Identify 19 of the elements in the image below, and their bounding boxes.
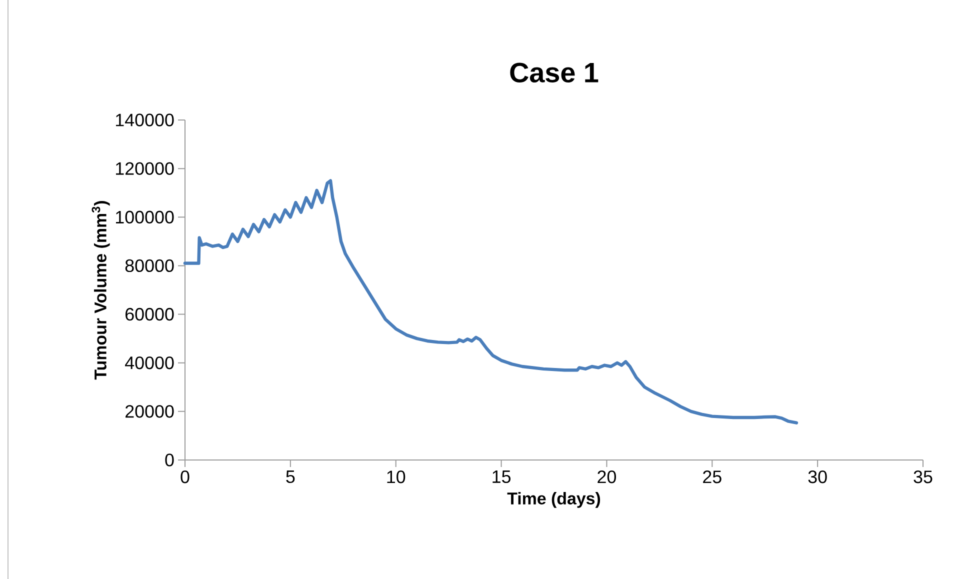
y-tick-label: 120000	[116, 162, 174, 175]
x-tick-label: 30	[808, 470, 827, 484]
x-axis-title: Time (days)	[507, 492, 600, 508]
x-tick-label: 20	[598, 470, 616, 484]
y-tick-label: 80000	[125, 259, 174, 272]
x-tick-label: 10	[387, 470, 406, 484]
y-tick-label: 100000	[116, 210, 174, 224]
x-tick-label: 5	[286, 470, 295, 484]
y-tick-label: 0	[165, 454, 174, 466]
x-tick-label: 0	[180, 470, 190, 484]
x-tick-label: 35	[914, 470, 932, 484]
chart-title: Case 1	[510, 62, 598, 82]
y-tick-label: 20000	[126, 405, 174, 418]
x-tick-label: 25	[703, 470, 722, 484]
y-tick-label: 40000	[125, 356, 174, 370]
x-tick-label: 15	[492, 470, 511, 484]
y-tick-label: 60000	[126, 308, 174, 321]
y-tick-label: 140000	[116, 114, 174, 126]
y-axis-title: Tumour Volume (mm$^{3}$)	[92, 201, 110, 380]
